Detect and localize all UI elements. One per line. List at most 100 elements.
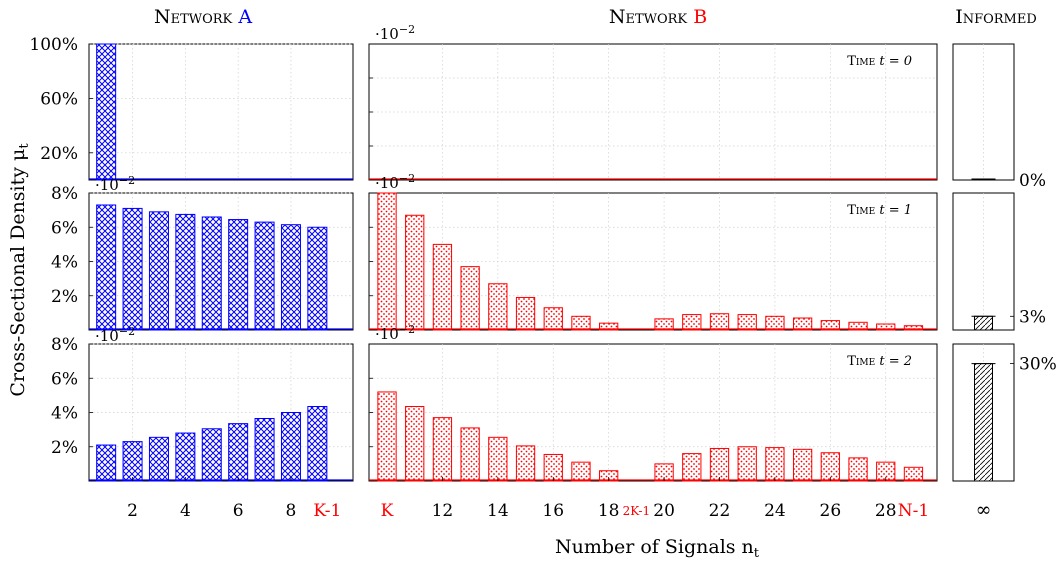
bar-network-a <box>96 204 117 331</box>
bar-network-b <box>709 313 730 331</box>
y-tick-label: 20% <box>40 144 78 164</box>
y-axis-label: Cross-Sectional Density μt <box>7 143 32 397</box>
y-tick-label: 4% <box>51 404 78 424</box>
informed-value-label: 3% <box>1019 307 1046 327</box>
bar-informed <box>974 363 993 482</box>
x-tick-label: 20 <box>653 501 675 521</box>
y-tick-label: 6% <box>51 369 78 389</box>
bar-network-b <box>460 427 480 482</box>
bar-network-b <box>377 192 397 331</box>
bar-network-b <box>488 283 508 331</box>
bar-network-a <box>254 417 275 482</box>
column-title-network-b: Network B <box>609 6 707 28</box>
bar-network-a <box>96 43 117 181</box>
time-label: Time t = 1 <box>847 203 912 218</box>
column-title-informed: Informed <box>955 6 1037 28</box>
x-tick-label: 22 <box>709 501 731 521</box>
bar-network-a <box>122 441 143 482</box>
x-tick-label: 12 <box>432 501 454 521</box>
multiplier-label: ·10−2 <box>375 172 415 192</box>
bar-network-b <box>765 447 785 482</box>
bar-network-b <box>432 243 453 331</box>
multiplier-label: ·10−2 <box>95 325 135 345</box>
informed-value-label: 30% <box>1019 355 1057 375</box>
bar-network-a <box>254 221 275 331</box>
bar-network-a <box>280 412 301 482</box>
bar-network-b <box>792 317 813 331</box>
bar-network-b <box>709 447 730 482</box>
bar-network-b <box>654 318 674 331</box>
x-special-label: 2K-1 <box>623 504 650 518</box>
x-tick-label: 16 <box>542 501 564 521</box>
x-tick-label: 4 <box>180 501 191 521</box>
x-tick-label: 6 <box>233 501 244 521</box>
informed-value-label: 0% <box>1019 171 1046 191</box>
bar-network-b <box>848 457 868 482</box>
bar-network-b <box>405 406 425 482</box>
bar-network-a <box>228 423 249 482</box>
bar-network-b <box>571 461 591 482</box>
y-tick-label: 8% <box>51 184 78 204</box>
column-title-network-a: Network A <box>154 6 252 28</box>
bar-network-b <box>820 452 840 482</box>
bar-network-b <box>737 446 757 482</box>
bar-network-b <box>903 466 924 482</box>
x-special-label: N-1 <box>898 501 929 521</box>
multiplier-label: ·10−2 <box>375 323 415 343</box>
bar-network-a <box>148 211 169 331</box>
y-tick-label: 2% <box>51 438 78 458</box>
y-tick-label: 4% <box>51 253 78 273</box>
bar-network-b <box>765 315 785 331</box>
bar-network-a <box>201 216 222 331</box>
bar-network-b <box>876 323 896 331</box>
bar-network-b <box>377 391 397 482</box>
bar-network-b <box>737 314 757 331</box>
panel-row: 8% 6% 4% 2% 3% ·10−2 ·10−2 Time t = 1 <box>51 172 1046 331</box>
multiplier-label: ·10−2 <box>95 174 135 194</box>
bar-network-b <box>405 214 425 331</box>
x-tick-label: ∞ <box>976 499 992 521</box>
x-tick-label: 18 <box>598 501 620 521</box>
bar-network-b <box>460 266 480 331</box>
bar-network-a <box>307 406 328 482</box>
bar-network-a <box>201 428 222 482</box>
x-tick-label: 26 <box>820 501 842 521</box>
bar-network-b <box>848 321 868 331</box>
bar-network-a <box>280 224 301 331</box>
bar-network-b <box>488 436 508 482</box>
bar-network-a <box>148 436 169 482</box>
y-tick-label: 2% <box>51 287 78 307</box>
bar-network-a <box>122 207 143 331</box>
time-label: Time t = 0 <box>847 54 912 69</box>
multiplier-label: ·10−2 <box>375 23 415 43</box>
x-axis-label: Number of Signals nt <box>555 536 760 561</box>
bar-network-b <box>432 417 453 482</box>
bar-network-b <box>682 453 702 482</box>
x-special-label: K <box>381 501 394 521</box>
bar-network-b <box>792 448 813 482</box>
panel-row: 100% 60% 20% 0% ·10−2 Time t = 0 <box>29 23 1046 191</box>
bar-network-b <box>903 325 924 331</box>
bar-network-b <box>682 314 702 331</box>
bar-network-b <box>820 320 840 331</box>
bar-network-a <box>307 226 328 331</box>
x-tick-label: 2 <box>127 501 138 521</box>
y-tick-label: 100% <box>29 35 78 55</box>
bar-network-b <box>515 445 536 482</box>
bar-network-b <box>515 296 536 331</box>
y-tick-label: 6% <box>51 218 78 238</box>
bar-network-b <box>543 307 563 331</box>
y-tick-label: 60% <box>40 89 78 109</box>
x-tick-label: 24 <box>764 501 786 521</box>
bar-network-a <box>96 444 117 482</box>
x-tick-label: 14 <box>487 501 509 521</box>
bar-network-b <box>599 322 619 331</box>
bar-network-a <box>228 219 249 331</box>
bar-network-a <box>175 432 196 482</box>
time-label: Time t = 2 <box>847 354 912 369</box>
panel-row: 8% 6% 4% 2% 30% ·10−2 ·10−2 Time t = 2 <box>51 323 1057 482</box>
x-special-label: K-1 <box>313 501 341 521</box>
bar-network-a <box>175 213 196 331</box>
panels: 100% 60% 20% 0% ·10−2 Time t = 0 8% 6% 4% 2% 3% ·10… <box>29 23 1056 521</box>
